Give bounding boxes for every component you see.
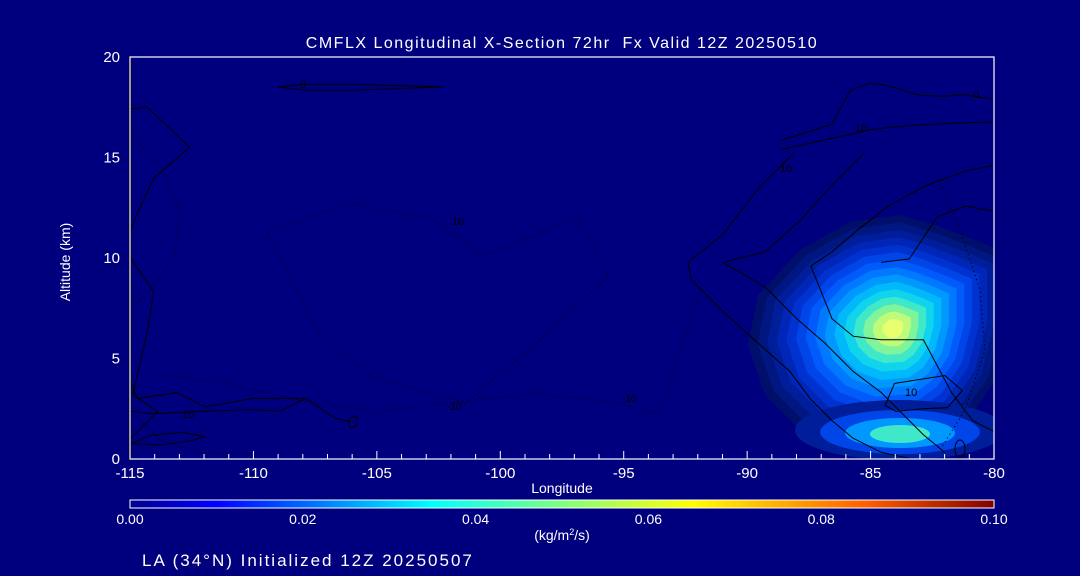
svg-text:Longitude: Longitude xyxy=(531,480,593,496)
svg-text:CMFLX Longitudinal X-Section 7: CMFLX Longitudinal X-Section 72hr Fx Val… xyxy=(306,35,818,52)
svg-text:-10: -10 xyxy=(447,402,462,413)
svg-text:0: 0 xyxy=(300,79,306,91)
svg-text:0.00: 0.00 xyxy=(116,511,143,527)
svg-text:0: 0 xyxy=(112,451,120,468)
svg-text:10: 10 xyxy=(855,123,867,135)
svg-text:0.08: 0.08 xyxy=(808,511,835,527)
svg-text:-95: -95 xyxy=(613,465,635,482)
svg-text:0.06: 0.06 xyxy=(635,511,662,527)
svg-text:10: 10 xyxy=(182,409,194,421)
svg-text:0.04: 0.04 xyxy=(462,511,489,527)
svg-text:0: 0 xyxy=(973,89,979,101)
svg-text:20: 20 xyxy=(103,49,120,66)
svg-text:-100: -100 xyxy=(485,465,515,482)
svg-text:5: 5 xyxy=(112,351,120,368)
svg-text:0.02: 0.02 xyxy=(289,511,316,527)
svg-text:(kg/m2/s): (kg/m2/s) xyxy=(534,527,590,543)
svg-text:-90: -90 xyxy=(736,465,758,482)
svg-text:0.10: 0.10 xyxy=(980,511,1007,527)
svg-text:10: 10 xyxy=(905,387,917,399)
svg-text:10: 10 xyxy=(452,216,464,228)
svg-text:-110: -110 xyxy=(239,465,268,482)
svg-text:-80: -80 xyxy=(983,465,1005,482)
svg-text:LA (34°N) Initialized 12Z 2025: LA (34°N) Initialized 12Z 20250507 xyxy=(142,551,474,570)
svg-text:10: 10 xyxy=(103,250,120,267)
svg-text:-85: -85 xyxy=(860,465,882,482)
svg-text:Altitude (km): Altitude (km) xyxy=(57,223,73,302)
svg-text:-105: -105 xyxy=(362,465,392,482)
svg-text:-10: -10 xyxy=(622,394,637,405)
svg-text:15: 15 xyxy=(103,150,120,167)
svg-text:10: 10 xyxy=(780,163,792,175)
